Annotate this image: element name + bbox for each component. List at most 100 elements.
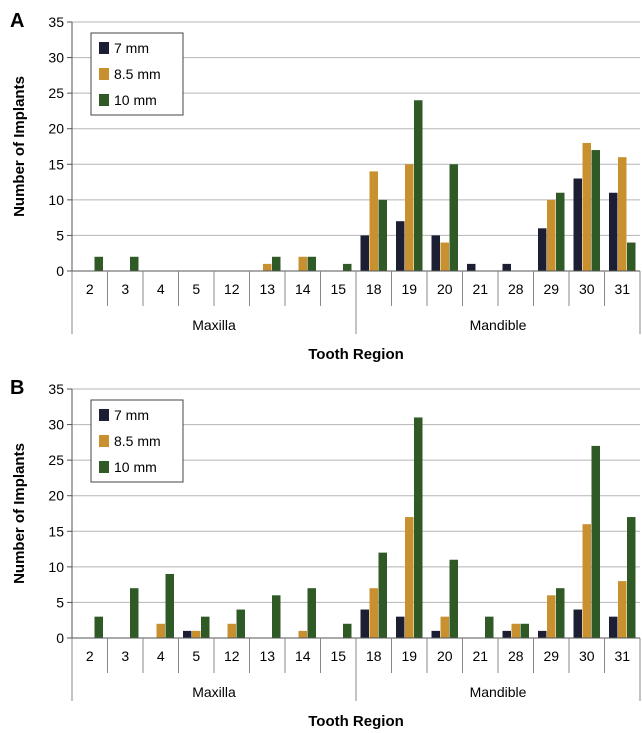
group-label: Maxilla [192, 317, 236, 333]
x-tick-label: 19 [401, 281, 417, 297]
bar-10-mm-tooth-20 [449, 559, 458, 638]
bar-8-5-mm-tooth-12 [227, 623, 236, 638]
panel-letter: B [10, 377, 24, 399]
legend-swatch [99, 42, 109, 54]
y-tick-label: 20 [48, 121, 64, 137]
x-tick-label: 5 [192, 648, 200, 664]
bar-8-5-mm-tooth-30 [582, 142, 591, 271]
bar-10-mm-tooth-18 [378, 199, 387, 271]
chart-svg: B 0 5 10 15 20 25 30 35 Number of Implants 2 3 4 5 12 1… [10, 377, 641, 730]
x-tick-label: 20 [437, 648, 453, 664]
bar-10-mm-tooth-20 [449, 164, 458, 271]
x-tick-label: 12 [224, 648, 240, 664]
x-tick-label: 18 [366, 648, 382, 664]
bar-10-mm-tooth-19 [414, 100, 423, 271]
x-tick-label: 21 [472, 281, 488, 297]
x-tick-label: 21 [472, 648, 488, 664]
group-label: Maxilla [192, 684, 236, 700]
bar-7-mm-tooth-19 [396, 616, 405, 638]
x-tick-label: 12 [224, 281, 240, 297]
bar-8-5-mm-tooth-18 [369, 171, 378, 271]
y-tick-label: 10 [48, 559, 64, 575]
bar-10-mm-tooth-2 [94, 256, 103, 271]
bar-10-mm-tooth-18 [378, 552, 387, 638]
legend: 7 mm 8.5 mm 10 mm [90, 399, 184, 483]
bar-7-mm-tooth-20 [431, 235, 440, 271]
bar-10-mm-tooth-15 [343, 623, 352, 638]
x-tick-label: 19 [401, 648, 417, 664]
bar-10-mm-tooth-29 [556, 588, 565, 638]
bar-7-mm-tooth-18 [360, 235, 369, 271]
y-tick-label: 0 [56, 630, 64, 646]
bar-8-5-mm-tooth-31 [618, 581, 627, 638]
bar-8-5-mm-tooth-18 [369, 588, 378, 638]
y-tick-label: 25 [48, 452, 64, 468]
x-tick-label: 4 [157, 281, 165, 297]
x-tick-label: 15 [330, 648, 346, 664]
y-tick-label: 20 [48, 488, 64, 504]
x-tick-label: 3 [121, 281, 129, 297]
bar-10-mm-tooth-19 [414, 417, 423, 638]
bar-8-5-mm-tooth-31 [618, 157, 627, 271]
x-tick-label: 2 [86, 648, 94, 664]
bar-10-mm-tooth-15 [343, 263, 352, 271]
bar-7-mm-tooth-30 [573, 178, 582, 271]
bar-10-mm-tooth-29 [556, 192, 565, 271]
bar-10-mm-tooth-4 [165, 573, 174, 638]
y-tick-label: 35 [48, 381, 64, 397]
x-tick-label: 28 [508, 648, 524, 664]
bar-7-mm-tooth-19 [396, 221, 405, 271]
bar-7-mm-tooth-28 [502, 630, 511, 638]
bar-8-5-mm-tooth-4 [156, 623, 165, 638]
y-tick-label: 30 [48, 417, 64, 433]
y-tick-label: 5 [56, 594, 64, 610]
x-tick-label: 5 [192, 281, 200, 297]
bar-10-mm-tooth-5 [201, 616, 210, 638]
chart-svg: A 0 5 10 15 20 25 30 35 Number of Implants 2 3 4 5 12 1… [10, 10, 641, 363]
y-axis-label: Number of Implants [11, 443, 28, 584]
legend-label: 10 mm [114, 92, 157, 108]
x-tick-label: 28 [508, 281, 524, 297]
bar-7-mm-tooth-31 [609, 616, 618, 638]
group-label: Mandible [470, 684, 527, 700]
x-tick-label: 3 [121, 648, 129, 664]
x-tick-label: 31 [614, 648, 630, 664]
bar-10-mm-tooth-3 [130, 256, 139, 271]
legend-swatch [99, 68, 109, 80]
y-tick-label: 15 [48, 523, 64, 539]
bar-10-mm-tooth-12 [236, 609, 245, 638]
legend-swatch [99, 409, 109, 421]
x-tick-label: 18 [366, 281, 382, 297]
legend-swatch [99, 435, 109, 447]
bar-8-5-mm-tooth-29 [547, 199, 556, 271]
x-axis-label: Tooth Region [308, 346, 404, 363]
bar-10-mm-tooth-30 [591, 445, 600, 638]
bar-7-mm-tooth-29 [538, 630, 547, 638]
bar-7-mm-tooth-5 [183, 630, 192, 638]
legend-label: 8.5 mm [114, 433, 161, 449]
bar-7-mm-tooth-28 [502, 263, 511, 271]
bar-8-5-mm-tooth-19 [405, 517, 414, 638]
bar-10-mm-tooth-31 [627, 242, 636, 271]
bar-10-mm-tooth-21 [485, 616, 494, 638]
y-tick-label: 15 [48, 156, 64, 172]
bar-7-mm-tooth-31 [609, 192, 618, 271]
chart-panel-a: A 0 5 10 15 20 25 30 35 Number of Implants 2 3 4 5 12 1… [0, 0, 642, 366]
x-tick-label: 31 [614, 281, 630, 297]
legend-label: 8.5 mm [114, 66, 161, 82]
bar-8-5-mm-tooth-14 [298, 256, 307, 271]
bar-8-5-mm-tooth-14 [298, 630, 307, 638]
bar-8-5-mm-tooth-30 [582, 524, 591, 638]
x-axis-label: Tooth Region [308, 713, 404, 730]
bar-10-mm-tooth-14 [307, 256, 316, 271]
x-tick-label: 20 [437, 281, 453, 297]
bar-7-mm-tooth-21 [467, 263, 476, 271]
bar-8-5-mm-tooth-28 [511, 623, 520, 638]
bar-10-mm-tooth-13 [272, 256, 281, 271]
x-tick-label: 13 [259, 648, 275, 664]
x-tick-label: 15 [330, 281, 346, 297]
panel-letter: A [10, 10, 24, 32]
bar-10-mm-tooth-31 [627, 517, 636, 638]
bar-8-5-mm-tooth-19 [405, 164, 414, 271]
bar-8-5-mm-tooth-13 [263, 263, 272, 271]
